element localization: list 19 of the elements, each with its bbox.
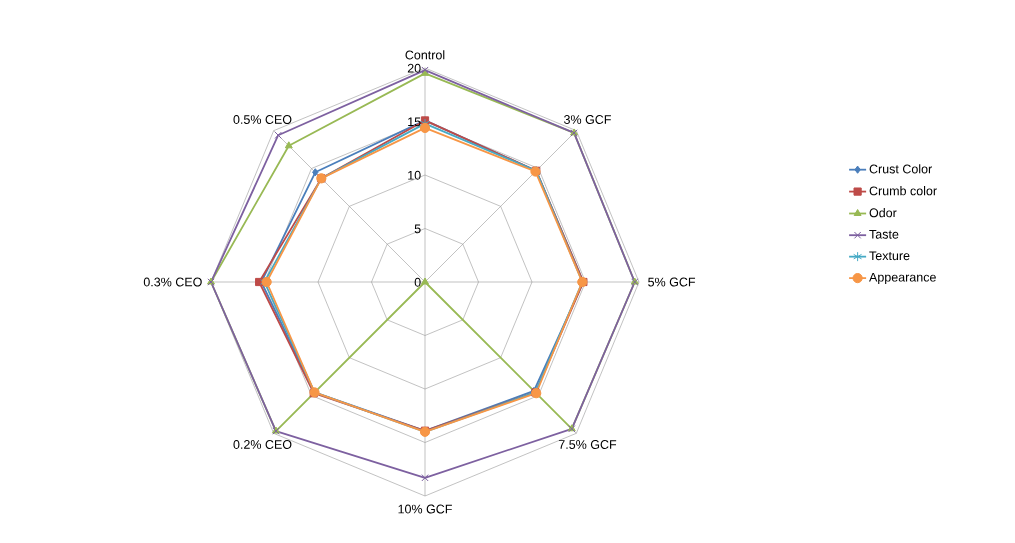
spoke-label: 0.3% CEO xyxy=(143,277,202,287)
spoke-label: 5% GCF xyxy=(648,277,696,287)
legend-label: Texture xyxy=(869,251,910,261)
y-tick-label: 15 xyxy=(408,117,421,127)
legend-label: Crust Color xyxy=(869,164,932,174)
spoke-label: 3% GCF xyxy=(563,115,611,124)
y-tick-label: 20 xyxy=(407,63,421,73)
spoke-label: 0.5% CEO xyxy=(233,115,292,124)
legend-label: Odor xyxy=(869,208,897,218)
y-tick-label: 10 xyxy=(408,170,421,180)
spoke-label: 7.5% GCF xyxy=(558,440,617,449)
spoke-label: Control xyxy=(405,50,445,60)
spoke-label: 0.2% CEO xyxy=(233,440,292,449)
legend-label: Crumb color xyxy=(869,186,937,196)
legend-label: Taste xyxy=(869,229,899,239)
spoke-label: 10% GCF xyxy=(398,504,452,514)
legend-label: Appearance xyxy=(869,272,936,285)
y-tick-label: 5 xyxy=(414,224,421,234)
y-tick-label: 0 xyxy=(414,277,421,287)
